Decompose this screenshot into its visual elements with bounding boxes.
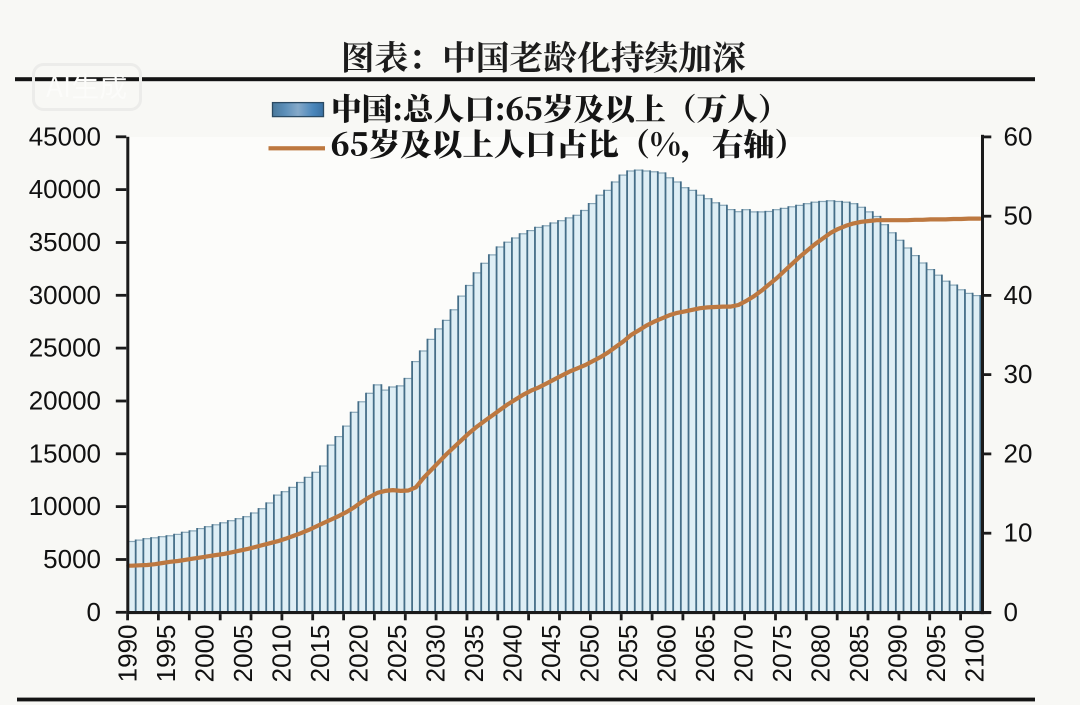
- svg-text:20: 20: [1004, 438, 1033, 468]
- svg-text:5000: 5000: [43, 544, 101, 574]
- svg-text:60: 60: [1004, 121, 1033, 151]
- svg-text:1995: 1995: [151, 625, 181, 683]
- svg-text:30000: 30000: [29, 280, 101, 310]
- svg-text:2085: 2085: [844, 625, 874, 683]
- svg-text:0: 0: [87, 597, 101, 627]
- svg-text:1990: 1990: [113, 625, 143, 683]
- svg-text:2025: 2025: [382, 625, 412, 683]
- svg-text:2075: 2075: [767, 625, 797, 683]
- svg-text:2045: 2045: [536, 625, 566, 683]
- svg-text:20000: 20000: [29, 386, 101, 416]
- svg-text:2000: 2000: [190, 625, 220, 683]
- svg-text:10000: 10000: [29, 491, 101, 521]
- svg-text:2090: 2090: [883, 625, 913, 683]
- svg-text:2015: 2015: [305, 625, 335, 683]
- svg-text:30: 30: [1004, 359, 1033, 389]
- svg-text:2035: 2035: [459, 625, 489, 683]
- svg-text:40: 40: [1004, 280, 1033, 310]
- svg-text:40000: 40000: [29, 174, 101, 204]
- svg-text:2070: 2070: [729, 625, 759, 683]
- svg-text:2040: 2040: [498, 625, 528, 683]
- svg-text:2020: 2020: [344, 625, 374, 683]
- svg-text:0: 0: [1004, 597, 1018, 627]
- svg-text:15000: 15000: [29, 438, 101, 468]
- svg-text:2060: 2060: [652, 625, 682, 683]
- svg-text:2055: 2055: [613, 625, 643, 683]
- svg-text:45000: 45000: [29, 121, 101, 151]
- svg-text:2065: 2065: [690, 625, 720, 683]
- svg-text:35000: 35000: [29, 227, 101, 257]
- svg-text:2050: 2050: [575, 625, 605, 683]
- svg-text:10: 10: [1004, 518, 1033, 548]
- svg-text:25000: 25000: [29, 333, 101, 363]
- svg-text:2010: 2010: [267, 625, 297, 683]
- svg-text:50: 50: [1004, 201, 1033, 231]
- svg-text:2100: 2100: [960, 625, 990, 683]
- svg-text:2005: 2005: [228, 625, 258, 683]
- svg-text:2095: 2095: [921, 625, 951, 683]
- svg-text:2030: 2030: [421, 625, 451, 683]
- svg-text:2080: 2080: [806, 625, 836, 683]
